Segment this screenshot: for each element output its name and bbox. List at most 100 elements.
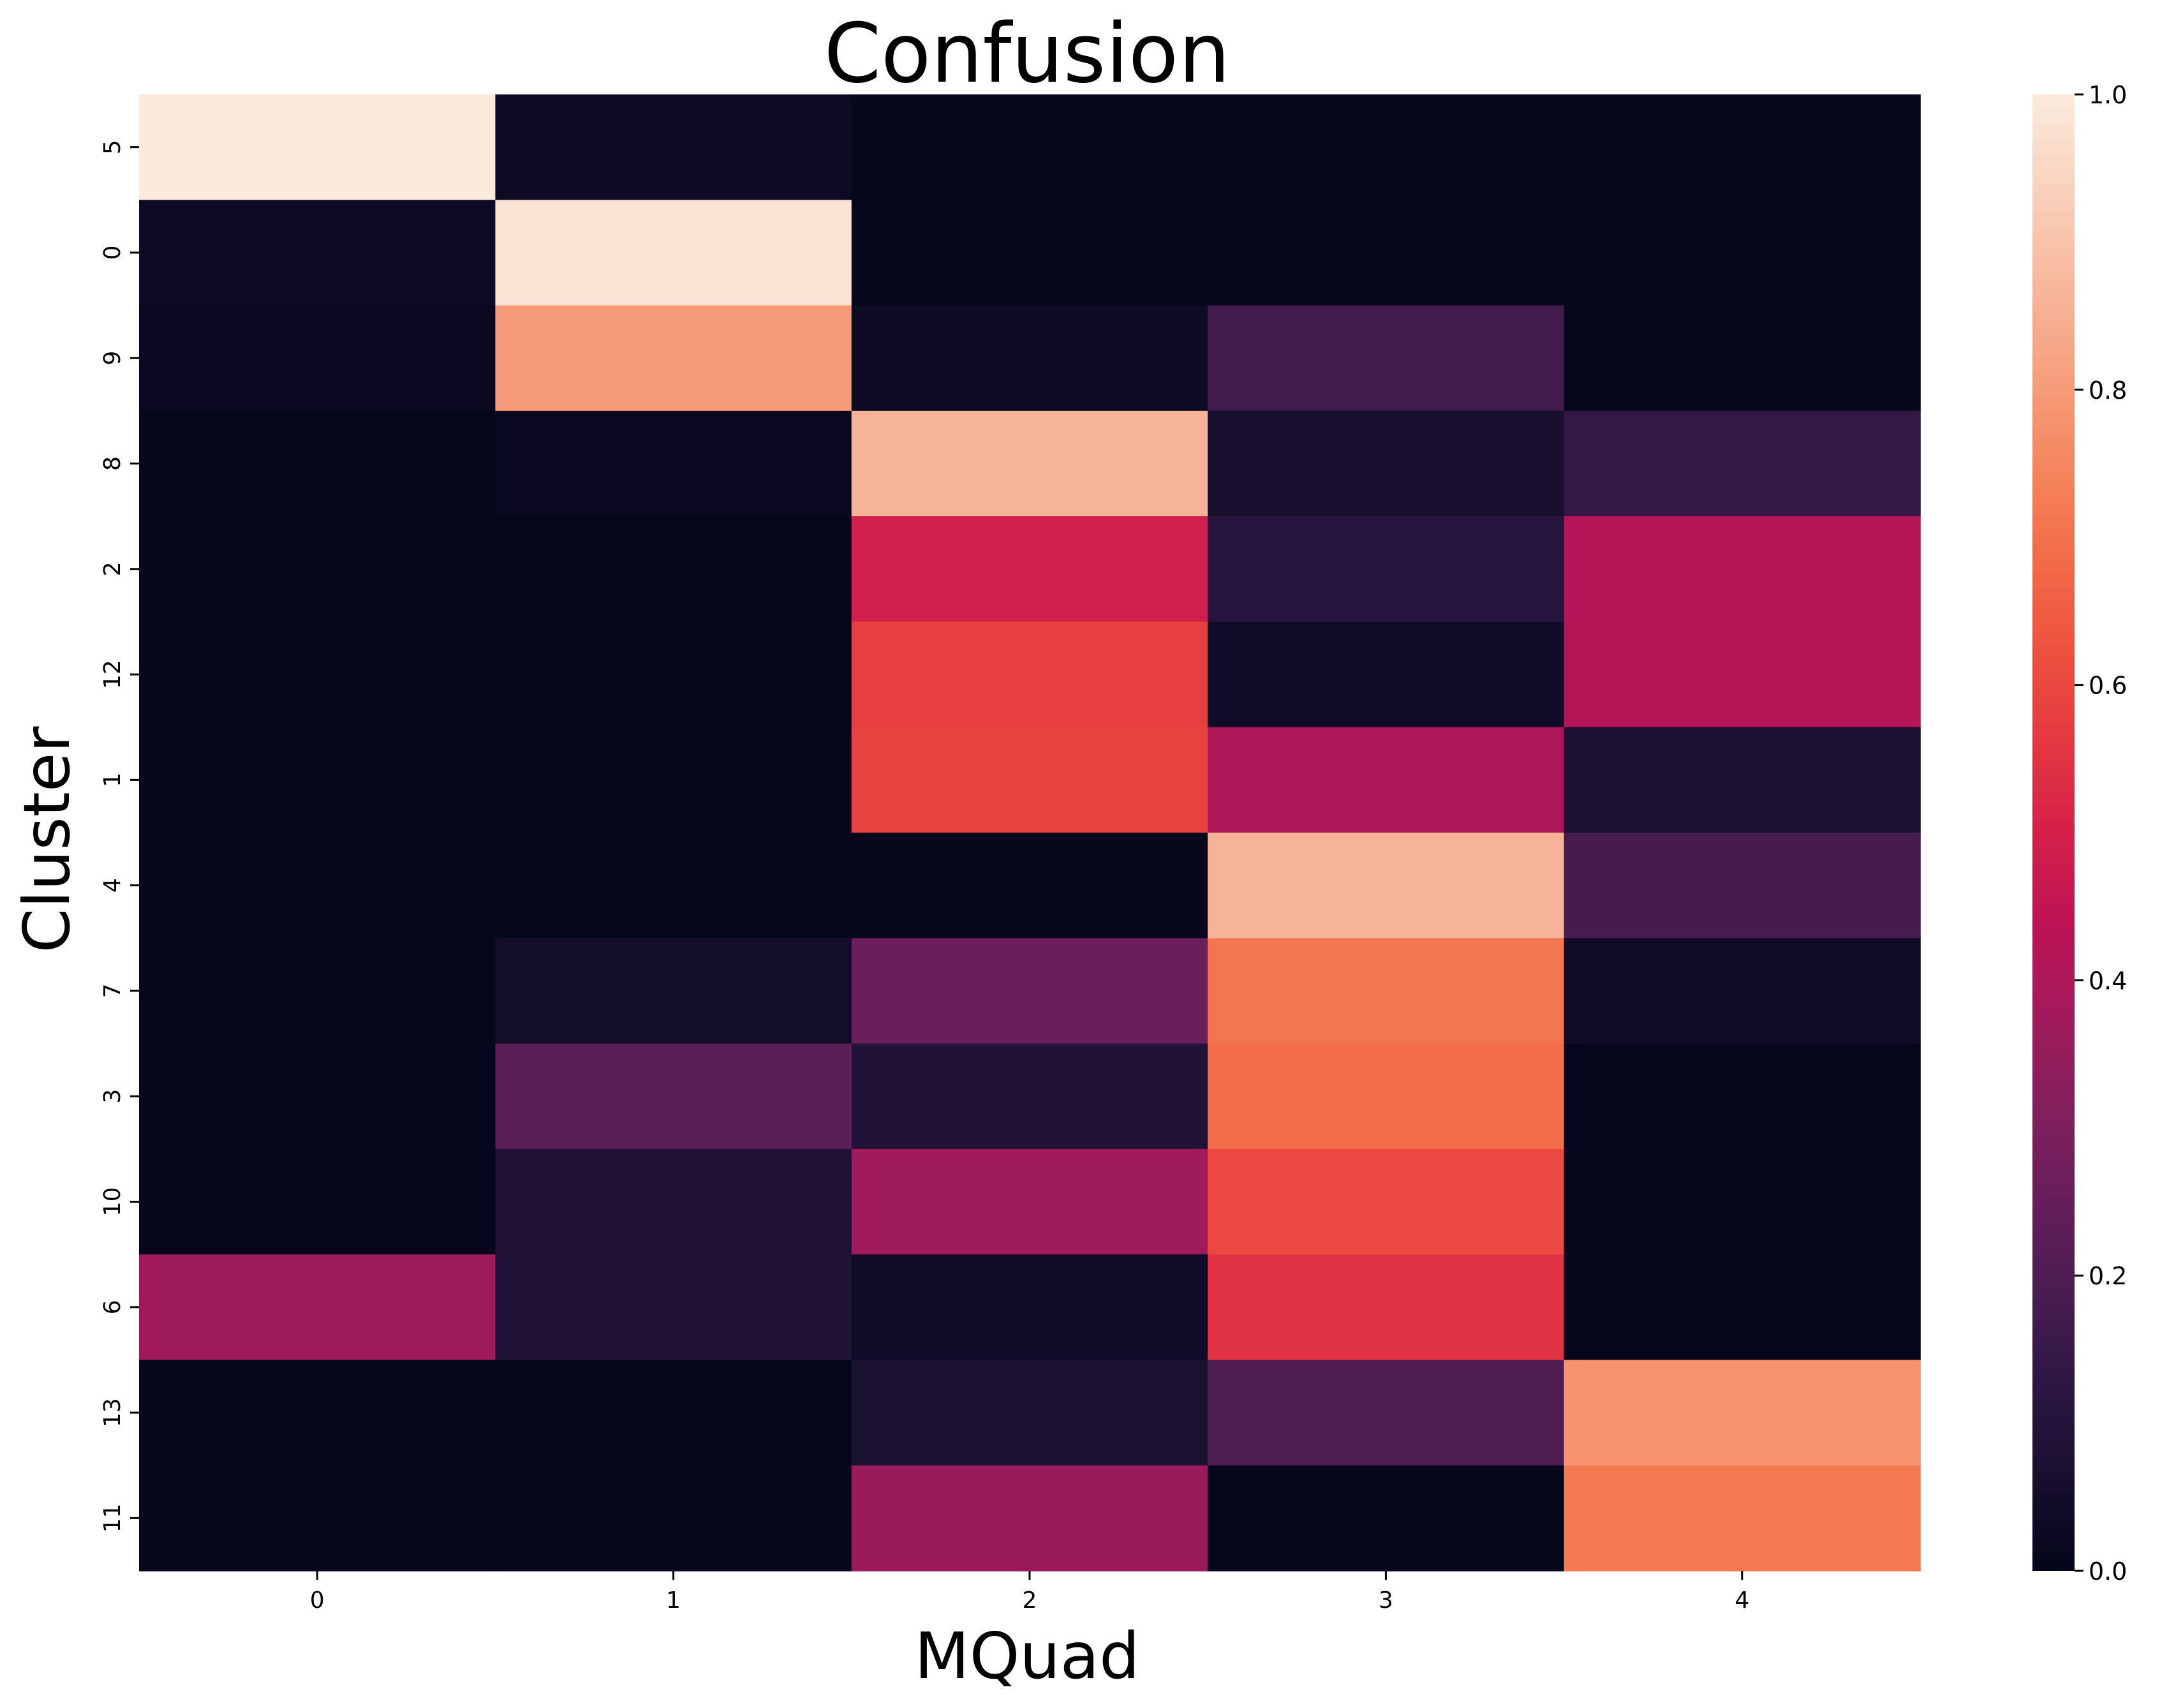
heatmap-cell	[1208, 200, 1565, 306]
heatmap-cell	[851, 621, 1208, 728]
x-axis-label: MQuad	[914, 1619, 1139, 1693]
y-tick-label: 1	[100, 773, 126, 787]
colorbar-tick-label: 0.6	[2089, 672, 2127, 700]
y-tick-label: 9	[100, 351, 126, 366]
heatmap-cell	[495, 94, 852, 201]
heatmap-cell	[1208, 1465, 1565, 1571]
colorbar-tick-label: 0.8	[2089, 376, 2127, 405]
x-tick-label: 0	[310, 1587, 325, 1614]
y-tick-label: 0	[100, 245, 126, 260]
colorbar-tick-label: 0.4	[2089, 967, 2127, 995]
colorbar	[2032, 94, 2075, 1571]
heatmap-cell	[1564, 1360, 1921, 1466]
colorbar-tick-label: 1.0	[2089, 81, 2127, 109]
heatmap-cell	[1564, 410, 1921, 517]
heatmap-cell	[1208, 938, 1565, 1044]
colorbar-ticks: 0.0 0.2 0.4 0.6 0.8 1.0	[2075, 81, 2127, 1585]
heatmap-cell	[1564, 305, 1921, 412]
heatmap-cell	[1564, 833, 1921, 939]
heatmap-cell	[1208, 94, 1565, 201]
heatmap-cell	[139, 516, 496, 623]
heatmap-cell	[851, 833, 1208, 939]
heatmap-cell	[1208, 727, 1565, 833]
heatmap-cell	[851, 1043, 1208, 1150]
y-axis-ticks: 5 0 9 8 2 12 1 4 7 3 10 6 13 11	[100, 140, 139, 1533]
x-tick-label: 4	[1735, 1587, 1749, 1614]
heatmap-cell	[139, 1465, 496, 1571]
heatmap-cell	[495, 516, 852, 623]
heatmap-cell	[495, 410, 852, 517]
heatmap-cell	[495, 305, 852, 412]
heatmap-cell	[139, 410, 496, 517]
heatmap-cell	[139, 621, 496, 728]
heatmap-cell	[139, 1360, 496, 1466]
heatmap-cell	[1564, 94, 1921, 201]
heatmap-cell	[851, 94, 1208, 201]
heatmap-cell	[495, 1360, 852, 1466]
y-axis-label: Cluster	[10, 726, 84, 953]
heatmap-cell	[851, 727, 1208, 833]
heatmap-cell	[851, 410, 1208, 517]
heatmap-cell	[1208, 410, 1565, 517]
chart-title: Confusion	[824, 6, 1231, 101]
y-tick-label: 6	[100, 1300, 126, 1314]
heatmap-cell	[1564, 727, 1921, 833]
heatmap-cell	[495, 1043, 852, 1150]
heatmap-cell	[851, 938, 1208, 1044]
heatmap-cell	[1564, 200, 1921, 306]
y-tick-label: 2	[100, 561, 126, 576]
heatmap-cell	[139, 1043, 496, 1150]
x-tick-label: 2	[1023, 1587, 1037, 1614]
heatmap-cell	[851, 305, 1208, 412]
heatmap-cell	[139, 305, 496, 412]
heatmap-cell	[139, 94, 496, 201]
heatmap-cell	[139, 200, 496, 306]
heatmap-cell	[851, 1254, 1208, 1361]
heatmap-cell	[1208, 1254, 1565, 1361]
heatmap-cell	[1208, 621, 1565, 728]
y-tick-label: 4	[100, 878, 126, 893]
x-tick-label: 3	[1379, 1587, 1393, 1614]
heatmap-cell	[495, 833, 852, 939]
heatmap-cell	[139, 833, 496, 939]
heatmap-cell	[495, 1148, 852, 1255]
heatmap-cell	[851, 516, 1208, 623]
heatmap-cell	[1564, 1148, 1921, 1255]
y-tick-label: 10	[100, 1187, 126, 1217]
heatmap-cell	[1564, 1043, 1921, 1150]
y-tick-label: 11	[100, 1503, 126, 1533]
heatmap-cell	[851, 1360, 1208, 1466]
heatmap-cell	[851, 200, 1208, 306]
heatmap-cell	[1564, 516, 1921, 623]
heatmap-cell	[1564, 1254, 1921, 1361]
y-tick-label: 3	[100, 1089, 126, 1104]
heatmap-cell	[1208, 1360, 1565, 1466]
heatmap-cell	[1208, 516, 1565, 623]
x-axis-ticks: 0 1 2 3 4	[310, 1571, 1749, 1614]
heatmap-cell	[139, 727, 496, 833]
heatmap-cell	[1208, 305, 1565, 412]
y-tick-label: 12	[100, 660, 126, 689]
heatmap-cell	[495, 1254, 852, 1361]
heatmap-cell	[1564, 621, 1921, 728]
heatmap-cell	[139, 1254, 496, 1361]
heatmap-cell	[1208, 1148, 1565, 1255]
heatmap-cells	[139, 94, 1921, 1571]
heatmap-cell	[495, 727, 852, 833]
heatmap-cell	[1564, 938, 1921, 1044]
y-tick-label: 5	[100, 140, 126, 154]
colorbar-tick-label: 0.2	[2089, 1262, 2127, 1290]
heatmap-cell	[139, 938, 496, 1044]
colorbar-tick-label: 0.0	[2089, 1557, 2127, 1585]
x-tick-label: 1	[666, 1587, 681, 1614]
heatmap-cell	[495, 938, 852, 1044]
heatmap-cell	[139, 1148, 496, 1255]
heatmap-cell	[851, 1465, 1208, 1571]
y-tick-label: 8	[100, 456, 126, 471]
heatmap-cell	[495, 1465, 852, 1571]
heatmap-cell	[1208, 833, 1565, 939]
heatmap-cell	[851, 1148, 1208, 1255]
heatmap-cell	[1564, 1465, 1921, 1571]
y-tick-label: 7	[100, 983, 126, 998]
